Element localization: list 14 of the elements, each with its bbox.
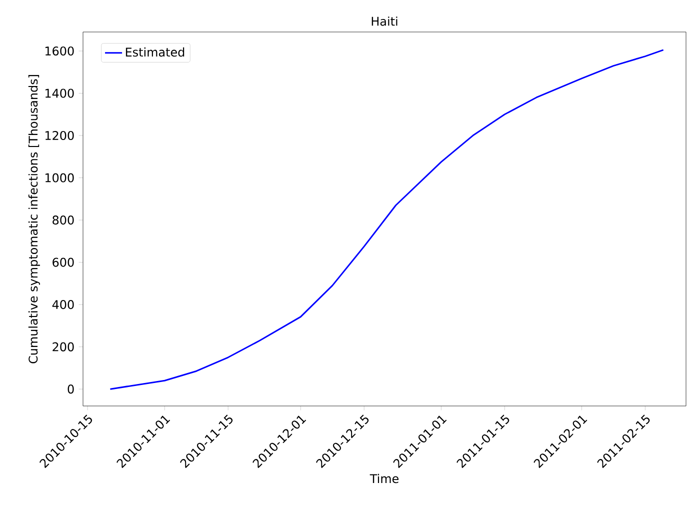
y-tick-label: 200 [52, 342, 74, 352]
line-series [109, 49, 664, 390]
y-tick-label: 0 [68, 384, 74, 394]
y-tick-label: 1600 [45, 46, 74, 56]
y-tick-label: 1000 [45, 173, 74, 182]
x-axis-title: Time [370, 474, 399, 484]
y-axis-title: Cumulative symptomatic infections [Thousands] [28, 75, 40, 364]
y-tick-label: 1200 [45, 131, 74, 140]
y-tick-label: 400 [52, 300, 74, 310]
y-tick-label: 600 [52, 258, 74, 267]
chart-title: Haiti [372, 16, 398, 26]
y-tick-label: 800 [52, 216, 74, 225]
y-tick-label: 1400 [45, 88, 74, 98]
legend-label: Estimated [126, 47, 184, 57]
